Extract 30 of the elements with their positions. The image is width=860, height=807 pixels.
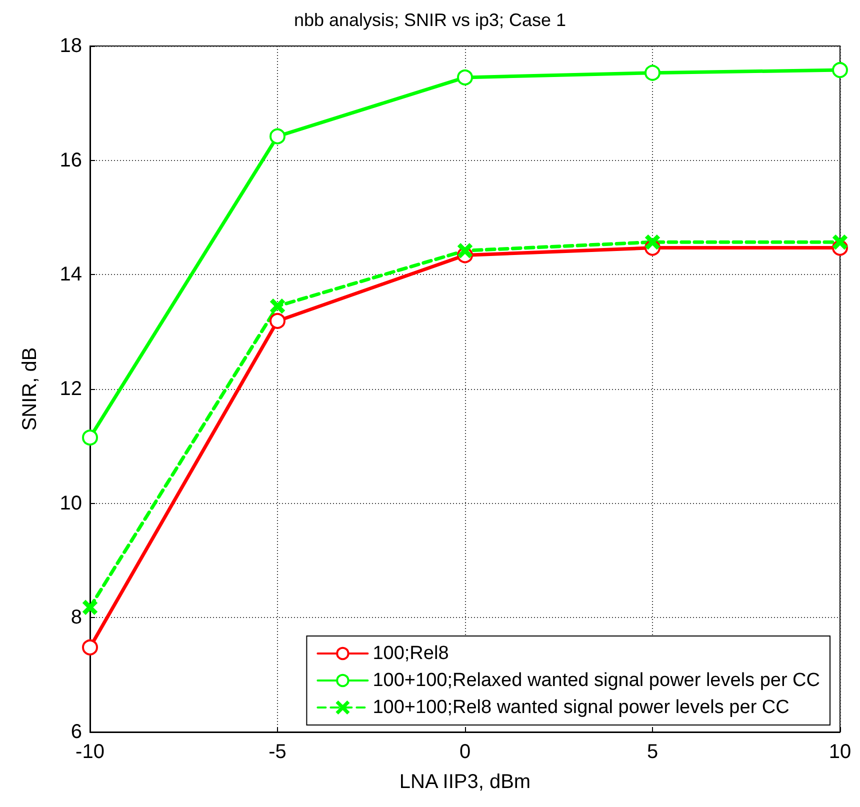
point: [646, 235, 660, 250]
y-axis-title: SNIR, dB: [19, 347, 41, 431]
y-tick-label: 10: [60, 492, 82, 514]
y-tick-label: 12: [60, 378, 82, 400]
y-tick-label: 16: [60, 149, 82, 172]
point: [270, 128, 286, 144]
legend-label: 100+100;Relaxed wanted signal power levels per CC: [372, 670, 820, 691]
point: [82, 430, 98, 446]
point: [833, 235, 847, 250]
point: [644, 64, 660, 81]
x-tick-label: -10: [76, 741, 104, 763]
y-tick-label: 6: [70, 721, 82, 743]
x-tick-label: 0: [459, 741, 471, 763]
y-tick-label: 18: [60, 35, 82, 57]
x-tick-label: 5: [646, 741, 658, 763]
legend-label: 100+100;Rel8 wanted signal power levels per CC: [372, 697, 790, 718]
point: [270, 299, 284, 314]
x-axis-title: LNA IIP3, dBm: [399, 771, 531, 793]
y-tick-label: 14: [60, 264, 82, 286]
point: [457, 69, 473, 86]
point: [83, 600, 97, 614]
point: [832, 62, 848, 78]
x-tick-label: -5: [268, 741, 286, 763]
point: [82, 639, 98, 656]
chart-title: nbb analysis; SNIR vs ip3; Case 1: [294, 10, 566, 30]
x-tick-label: 10: [828, 741, 852, 763]
y-tick-label: 8: [70, 606, 82, 629]
point: [458, 244, 472, 258]
legend-label: 100;Rel8: [372, 643, 449, 664]
point: [270, 312, 286, 329]
